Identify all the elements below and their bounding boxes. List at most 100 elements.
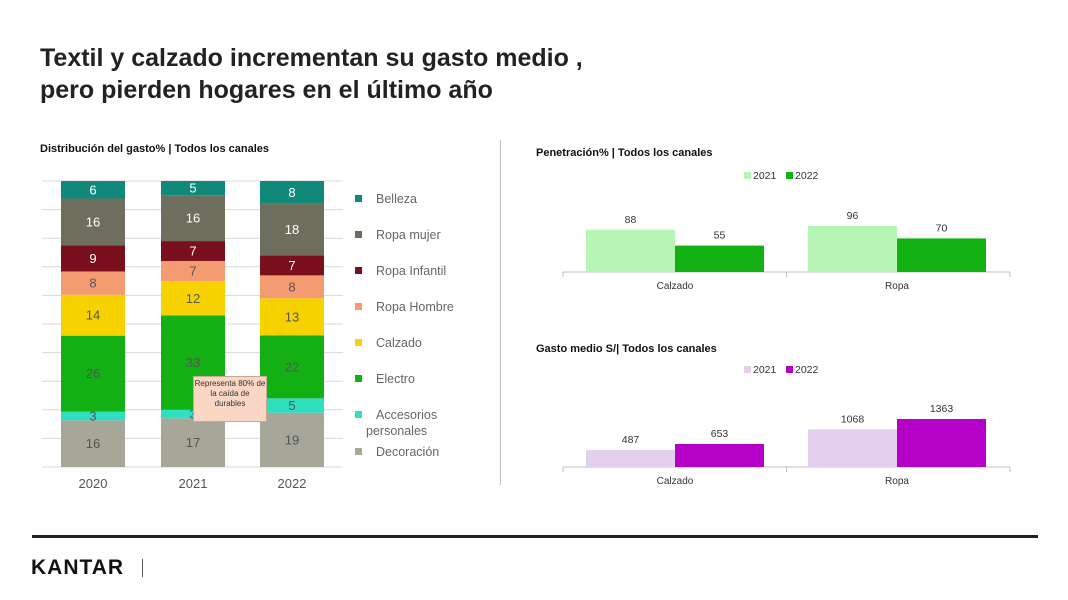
x-tick-label: 2020 <box>79 476 108 491</box>
x-tick-label: Calzado <box>657 281 694 292</box>
stacked-bar-segment <box>61 181 125 199</box>
data-label: 13 <box>285 309 299 324</box>
stacked-bar-segment <box>61 411 125 421</box>
data-label: 5 <box>189 181 196 196</box>
legend-swatch <box>786 172 793 179</box>
bar <box>675 245 764 272</box>
data-label: 16 <box>86 214 100 229</box>
bar <box>675 444 764 467</box>
data-label: 6 <box>89 182 96 197</box>
data-label: 96 <box>847 210 859 222</box>
data-label: 16 <box>86 436 100 451</box>
data-label: 26 <box>86 366 100 381</box>
legend-swatch <box>355 448 362 455</box>
stacked-bar-segment <box>260 275 324 299</box>
legend-swatch <box>355 339 362 346</box>
stacked-bar-segment <box>260 298 324 336</box>
stacked-bar-segment <box>260 412 324 467</box>
data-label: 7 <box>189 264 196 279</box>
x-tick-label: Ropa <box>885 281 909 292</box>
stacked-bar-segment <box>260 181 324 204</box>
data-label: 88 <box>625 214 637 226</box>
data-label: 5 <box>288 398 295 413</box>
legend-label: 2022 <box>795 364 819 376</box>
bar <box>897 419 986 467</box>
data-label: 18 <box>285 222 299 237</box>
stacked-bar-segment <box>61 335 125 412</box>
data-label: 14 <box>86 308 100 323</box>
bar <box>586 449 675 467</box>
x-tick-label: 2022 <box>278 476 307 491</box>
legend-label: Calzado <box>376 336 422 350</box>
data-label: 653 <box>711 428 729 440</box>
vertical-divider <box>500 140 501 485</box>
legend-label: Accesorios <box>376 408 437 422</box>
stacked-bar-segment <box>61 420 125 467</box>
stacked-bar-segment <box>61 271 125 295</box>
legend-label: Decoración <box>376 445 439 459</box>
legend-label: 2022 <box>795 170 819 182</box>
legend-label: Electro <box>376 372 415 386</box>
callout-annotation: Representa 80% de la caída de durables <box>193 376 267 422</box>
legend-label: 2021 <box>753 170 777 182</box>
stacked-bar-segment <box>260 398 324 413</box>
legend-label: Ropa Infantil <box>376 264 446 278</box>
data-label: 70 <box>936 222 948 234</box>
data-label: 19 <box>285 432 299 447</box>
stacked-bar-segment <box>161 418 225 467</box>
legend-swatch <box>355 303 362 310</box>
data-label: 8 <box>89 276 96 291</box>
data-label: 8 <box>288 185 295 200</box>
bar <box>586 229 675 272</box>
legend-swatch <box>355 375 362 382</box>
spend-chart-title: Gasto medio S/| Todos los canales <box>536 343 717 355</box>
stacked-bar-segment <box>161 261 225 282</box>
title-line-2: pero pierden hogares en el último año <box>40 76 493 104</box>
data-label: 9 <box>89 251 96 266</box>
footer-divider <box>32 535 1038 538</box>
legend-label: Belleza <box>376 192 417 206</box>
bar <box>897 238 986 272</box>
legend-label: personales <box>366 424 427 438</box>
kantar-logo: KANTAR <box>31 556 125 579</box>
stacked-bar-segment <box>161 195 225 242</box>
x-tick-label: 2021 <box>179 476 208 491</box>
data-label: 17 <box>186 435 200 450</box>
data-label: 1363 <box>930 403 954 415</box>
stacked-bar-segment <box>161 181 225 196</box>
data-label: 22 <box>285 359 299 374</box>
data-label: 7 <box>288 258 295 273</box>
legend-label: Ropa Hombre <box>376 300 454 314</box>
stacked-bar-segment <box>260 255 324 276</box>
data-label: 487 <box>622 434 640 446</box>
data-label: 16 <box>186 211 200 226</box>
stacked-bar-segment <box>161 281 225 316</box>
stacked-bar-segment <box>61 245 125 272</box>
bar <box>808 429 897 467</box>
stacked-bar-segment <box>61 198 125 246</box>
title-line-1: Textil y calzado incrementan su gasto me… <box>40 44 583 72</box>
legend-swatch <box>744 366 751 373</box>
data-label: 12 <box>186 291 200 306</box>
legend-swatch <box>355 411 362 418</box>
page-title: Textil y calzado incrementan su gasto me… <box>40 42 583 106</box>
legend-swatch <box>786 366 793 373</box>
legend-swatch <box>355 195 362 202</box>
data-label: 3 <box>89 408 96 423</box>
stacked-bar-segment <box>260 203 324 256</box>
legend-swatch <box>355 231 362 238</box>
legend-label: Ropa mujer <box>376 228 441 242</box>
x-tick-label: Ropa <box>885 476 909 487</box>
stacked-bar-segment <box>161 241 225 262</box>
data-label: 33 <box>186 355 200 370</box>
stacked-chart-title: Distribución del gasto% | Todos los cana… <box>40 143 270 155</box>
bar <box>808 225 897 272</box>
penetration-chart-title: Penetración% | Todos los canales <box>536 147 713 159</box>
legend-swatch <box>355 267 362 274</box>
data-label: 7 <box>189 244 196 259</box>
legend-swatch <box>744 172 751 179</box>
x-tick-label: Calzado <box>657 476 694 487</box>
logo-separator <box>142 559 143 577</box>
data-label: 8 <box>288 279 295 294</box>
